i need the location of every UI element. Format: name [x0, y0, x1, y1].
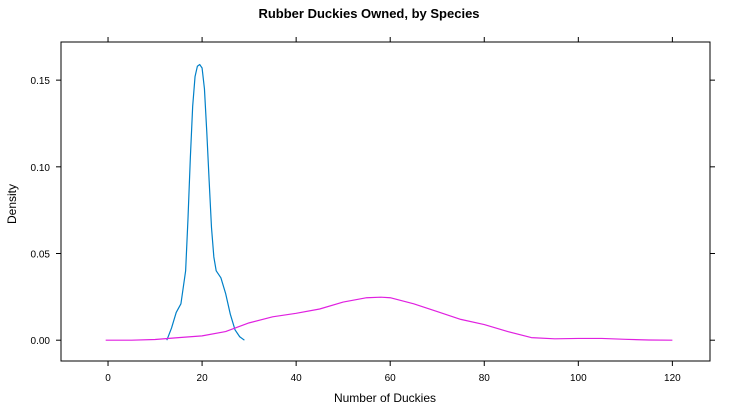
chart-title: Rubber Duckies Owned, by Species — [258, 6, 479, 21]
y-tick-label: 0.10 — [31, 163, 51, 174]
x-tick-label: 20 — [197, 373, 209, 384]
density-lines — [105, 63, 673, 341]
density-line-2 — [105, 296, 673, 341]
y-tick-label: 0.00 — [31, 336, 51, 347]
x-tick-label: 120 — [664, 373, 681, 384]
x-tick-label: 60 — [385, 373, 397, 384]
x-tick-label: 40 — [291, 373, 303, 384]
density-line-1 — [166, 63, 245, 341]
y-tick-label: 0.05 — [31, 250, 51, 261]
y-axis-label: Density — [5, 184, 19, 224]
axis-ticks: 0 20 40 60 80 100 120 0.00 0.05 0.10 0.15 — [31, 37, 715, 384]
plot-frame — [60, 41, 711, 362]
y-tick-label: 0.15 — [31, 76, 51, 87]
x-tick-label: 80 — [479, 373, 491, 384]
x-tick-label: 100 — [570, 373, 587, 384]
x-tick-label: 0 — [105, 373, 111, 384]
x-axis-label: Number of Duckies — [334, 391, 436, 405]
